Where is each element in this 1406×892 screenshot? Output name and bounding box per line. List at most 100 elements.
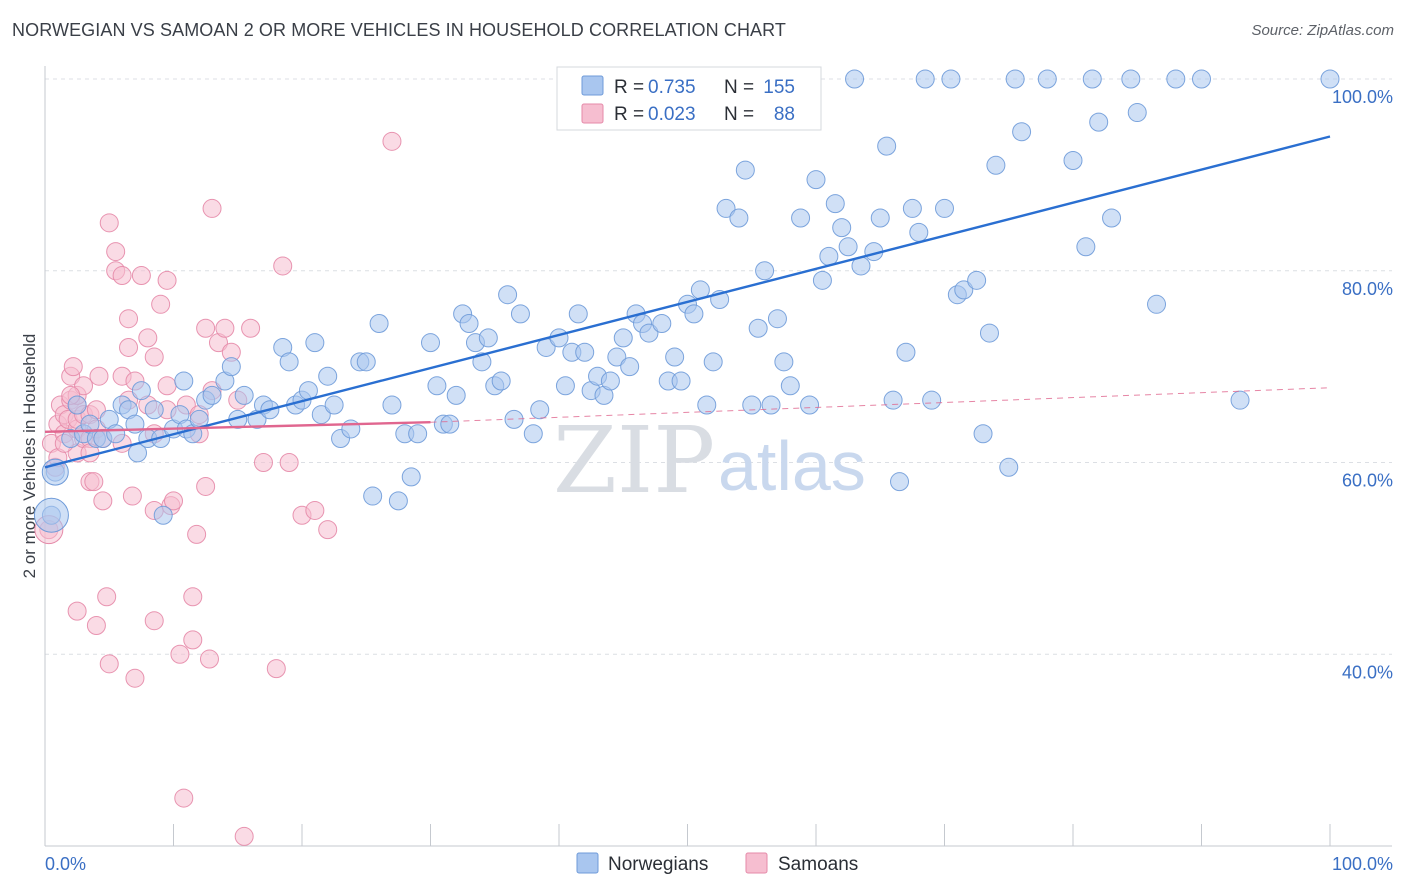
norwegian-point [967, 270, 987, 290]
norwegian-point [973, 424, 993, 444]
samoan-point [273, 256, 293, 276]
series-legend-label-samoans: Samoans [778, 854, 858, 875]
samoan-point [151, 294, 171, 314]
norwegian-point [67, 395, 87, 415]
samoan-point [138, 328, 158, 348]
norwegian-point [504, 409, 524, 429]
norwegian-point [153, 505, 173, 525]
watermark-zip: ZIP [553, 407, 715, 514]
series-samoans [34, 131, 402, 846]
norwegian-point [780, 376, 800, 396]
norwegian-point [806, 170, 826, 190]
samoan-point [144, 347, 164, 367]
norwegian-point [279, 352, 299, 372]
norwegian-point [446, 385, 466, 405]
norwegian-point [341, 419, 361, 439]
norwegian-point [131, 381, 151, 401]
norwegian-point [890, 472, 910, 492]
norwegian-point [472, 352, 492, 372]
norwegian-point [1037, 69, 1057, 89]
norwegian-point [877, 136, 897, 156]
samoan-point [157, 270, 177, 290]
samoan-point [187, 524, 207, 544]
norwegian-point [324, 395, 344, 415]
norwegian-point [767, 309, 787, 329]
source-credit: Source: ZipAtlas.com [1251, 22, 1394, 39]
norwegian-point [748, 318, 768, 338]
norwegian-point [388, 491, 408, 511]
samoan-point [106, 242, 126, 262]
trend-line-samoans [44, 421, 431, 434]
norwegian-point [575, 342, 595, 362]
norwegian-point [902, 198, 922, 218]
samoan-point [89, 366, 109, 386]
y-tick-label: 40.0% [1342, 662, 1393, 682]
norwegian-point [440, 414, 460, 434]
norwegian-point [774, 352, 794, 372]
norwegian-point [665, 347, 685, 367]
samoan-point [170, 644, 190, 664]
samoan-point [234, 826, 254, 846]
samoan-point [196, 476, 216, 496]
samoan-point [119, 309, 139, 329]
norwegian-point [369, 313, 389, 333]
legend-r-label: R = [614, 104, 644, 125]
norwegian-point [221, 357, 241, 377]
samoan-point [202, 198, 222, 218]
samoan-point [183, 630, 203, 650]
norwegian-point [825, 194, 845, 214]
y-axis-label: 2 or more Vehicles in Household [20, 334, 39, 579]
norwegian-point [986, 155, 1006, 175]
norwegian-point [1320, 69, 1340, 89]
norwegian-point [883, 390, 903, 410]
norwegian-point [896, 342, 916, 362]
norwegian-point [735, 160, 755, 180]
x-tick-labels: 0.0% 100.0% [45, 854, 1393, 874]
samoan-point [164, 491, 183, 511]
norwegian-point [318, 366, 338, 386]
norwegian-point [1082, 69, 1102, 89]
norwegian-point [144, 400, 164, 420]
norwegian-point [755, 261, 775, 281]
trend-lines [44, 135, 1331, 469]
norwegian-point-large [33, 497, 69, 533]
norwegian-point [935, 198, 954, 218]
norwegian-point [1063, 150, 1083, 170]
norwegian-point [791, 208, 811, 228]
norwegian-point [742, 395, 762, 415]
samoan-point [86, 615, 106, 635]
norwegian-point [498, 285, 518, 305]
samoan-point [196, 318, 216, 338]
samoan-point [122, 486, 142, 506]
norwegian-point [1147, 294, 1167, 314]
norwegian-point [382, 395, 402, 415]
norwegian-point [523, 424, 543, 444]
norwegian-point [703, 352, 723, 372]
samoan-point [157, 376, 177, 396]
norwegian-point [954, 280, 974, 300]
legend-r-value-samoans: 0.023 [648, 104, 696, 125]
samoan-point [174, 788, 194, 808]
norwegian-point [106, 424, 126, 444]
samoan-point [84, 472, 104, 492]
correlation-legend: R = 0.735 N = 155 R = 0.023 N = 88 [556, 66, 822, 131]
samoan-point [199, 649, 219, 669]
norwegian-point [979, 323, 999, 343]
samoan-point [99, 654, 119, 674]
x-tick-label: 0.0% [45, 854, 86, 874]
norwegian-point [1089, 112, 1109, 132]
legend-r-label: R = [614, 77, 644, 98]
norwegian-point [1121, 69, 1141, 89]
norwegian-point [305, 333, 325, 353]
samoan-point [97, 587, 117, 607]
norwegian-point [427, 376, 447, 396]
samoan-point [279, 453, 299, 472]
norwegian-point [761, 395, 781, 415]
samoan-point [183, 587, 203, 607]
norwegian-point [915, 69, 935, 89]
norwegian-point [1166, 69, 1186, 89]
legend-r-value-norwegians: 0.735 [648, 77, 696, 98]
legend-n-label: N = [724, 104, 754, 125]
samoan-point [99, 213, 119, 233]
samoan-point [305, 500, 325, 520]
